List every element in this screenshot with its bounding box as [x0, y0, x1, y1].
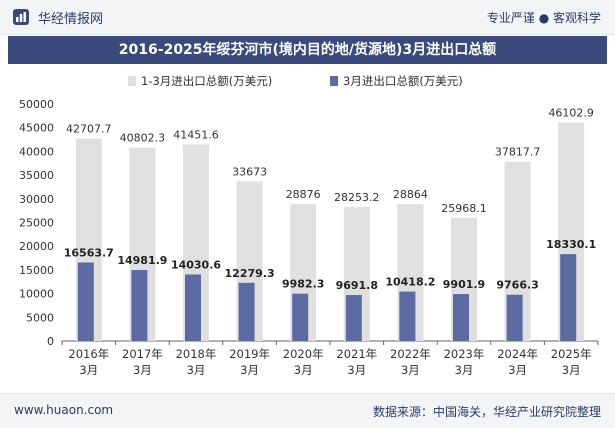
- website-link[interactable]: www.huaon.com: [14, 403, 114, 417]
- chart-title: 2016-2025年绥芬河市(境内目的地/货源地)3月进出口总额: [8, 36, 607, 64]
- footer: www.huaon.com 数据来源：中国海关，华经产业研究院整理: [0, 393, 615, 428]
- data-label-jan-mar: 37817.7: [495, 146, 541, 159]
- bar-march: [560, 254, 577, 341]
- y-tick-label: 5000: [26, 311, 54, 324]
- y-tick-label: 15000: [19, 264, 54, 277]
- y-tick-label: 0: [47, 335, 54, 348]
- data-label-march: 9982.3: [282, 278, 324, 291]
- data-label-march: 14981.9: [117, 254, 167, 267]
- x-tick-label-month: 3月: [455, 363, 474, 377]
- x-tick-label-year: 2020年: [283, 347, 324, 361]
- x-tick-label-year: 2025年: [551, 347, 592, 361]
- x-tick-label-year: 2019年: [229, 347, 270, 361]
- y-tick-label: 50000: [19, 98, 54, 111]
- y-tick-label: 35000: [19, 169, 54, 182]
- x-tick-label-month: 3月: [240, 363, 259, 377]
- data-label-jan-mar: 28876: [286, 188, 321, 201]
- logo-icon: [13, 9, 29, 25]
- x-tick-label-year: 2018年: [176, 347, 217, 361]
- top-bar: 华经情报网 专业严谨 ● 客观科学: [0, 0, 615, 35]
- x-tick-label-year: 2022年: [390, 347, 431, 361]
- legend-swatch-1: [128, 76, 136, 86]
- data-label-march: 9766.3: [496, 279, 538, 292]
- data-label-jan-mar: 33673: [232, 165, 267, 178]
- bar-march: [345, 295, 362, 341]
- brand-tagline: 专业严谨 ● 客观科学: [486, 11, 601, 25]
- data-label-jan-mar: 46102.9: [548, 106, 594, 119]
- bar-march: [453, 294, 469, 341]
- y-tick-label: 10000: [19, 288, 54, 301]
- bar-march: [292, 293, 309, 341]
- x-tick-label-month: 3月: [187, 363, 206, 377]
- data-label-jan-mar: 28253.2: [334, 191, 380, 204]
- brand-name: 华经情报网: [38, 12, 104, 27]
- bar-march: [238, 282, 255, 341]
- data-label-march: 10418.2: [385, 276, 435, 289]
- data-label-jan-mar: 25968.1: [441, 202, 487, 215]
- legend-label-1: 1-3月进出口总额(万美元): [141, 74, 272, 88]
- x-tick-label-year: 2021年: [336, 347, 377, 361]
- x-tick-label-year: 2024年: [497, 347, 538, 361]
- data-label-march: 16563.7: [64, 246, 114, 259]
- legend-label-2: 3月进出口总额(万美元): [343, 74, 463, 88]
- bar-march: [131, 269, 148, 341]
- data-label-jan-mar: 28864: [393, 188, 428, 201]
- data-label-jan-mar: 41451.6: [173, 129, 219, 142]
- y-tick-label: 45000: [19, 122, 54, 135]
- data-source: 数据来源：中国海关，华经产业研究院整理: [372, 405, 601, 419]
- y-tick-label: 40000: [19, 145, 54, 158]
- x-tick-label-month: 3月: [508, 363, 527, 377]
- x-tick-label-year: 2017年: [122, 347, 163, 361]
- data-label-march: 9691.8: [336, 279, 378, 292]
- x-tick-label-month: 3月: [347, 363, 366, 377]
- legend-swatch-2: [330, 76, 338, 86]
- data-label-jan-mar: 40802.3: [120, 132, 166, 145]
- bar-march: [77, 262, 94, 341]
- data-label-march: 9901.9: [443, 278, 485, 291]
- x-tick-label-month: 3月: [562, 363, 581, 377]
- x-tick-label-month: 3月: [294, 363, 313, 377]
- bar-march: [506, 294, 523, 341]
- bar-march: [399, 291, 416, 341]
- x-tick-label-month: 3月: [401, 363, 420, 377]
- y-tick-label: 30000: [19, 193, 54, 206]
- bar-march: [185, 274, 201, 341]
- x-tick-label-year: 2016年: [68, 347, 109, 361]
- x-tick-label-year: 2023年: [444, 347, 485, 361]
- x-tick-label-month: 3月: [133, 363, 152, 377]
- y-tick-label: 20000: [19, 240, 54, 253]
- data-label-jan-mar: 42707.7: [66, 123, 112, 136]
- data-label-march: 14030.6: [171, 258, 221, 271]
- data-label-march: 12279.3: [225, 267, 275, 280]
- bar-chart: 1-3月进出口总额(万美元) 3月进出口总额(万美元) 0 5000 10000 1500…: [19, 74, 599, 377]
- x-tick-label-month: 3月: [79, 363, 98, 377]
- y-tick-label: 25000: [19, 217, 54, 230]
- data-label-march: 18330.1: [546, 238, 596, 251]
